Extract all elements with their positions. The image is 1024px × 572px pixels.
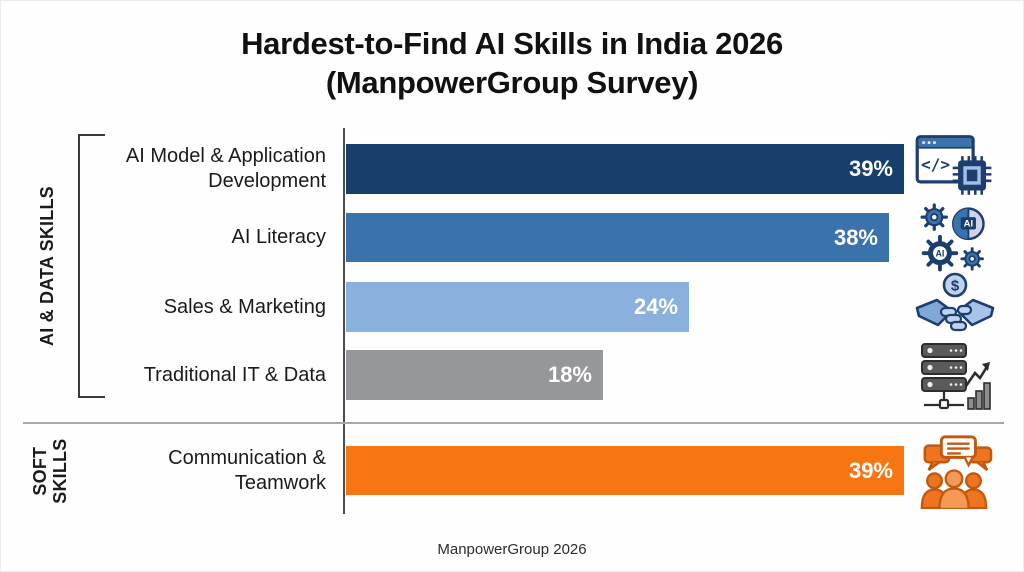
bar-value-label: 18% — [547, 362, 592, 387]
chart-title-line2: (ManpowerGroup Survey) — [325, 64, 699, 100]
category-label: Sales & Marketing — [163, 295, 326, 318]
category-label: Communication & Teamwork — [168, 446, 326, 494]
source-label: ManpowerGroup 2026 — [437, 541, 587, 558]
teamwork-chat-icon — [909, 432, 999, 510]
bar: 39% — [346, 446, 904, 495]
group-label-soft-skills: SOFT SKILLS — [15, 429, 85, 513]
bar-value-label: 24% — [633, 294, 678, 319]
bar-value-label: 39% — [848, 457, 893, 483]
bar: 18% — [346, 350, 603, 400]
svg-text:AI: AI — [935, 248, 944, 258]
section-divider-line — [23, 422, 1004, 424]
sales-handshake-icon: $ — [911, 270, 999, 344]
bar-value-label: 39% — [848, 156, 893, 181]
bar-row: Communication & Teamwork 39% — [91, 446, 904, 495]
group-label-ai-data-skills: AI & DATA SKILLS — [25, 134, 69, 398]
chart-title-line1: Hardest-to-Find AI Skills in India 2026 — [241, 26, 783, 61]
bar: 24% — [346, 282, 689, 332]
it-data-servers-icon — [911, 339, 999, 413]
bar-row: AI Model & Application Development 39% — [91, 144, 904, 194]
app-development-icon: </> — [911, 132, 1003, 206]
category-label: AI Model & Application Development — [125, 145, 326, 192]
bar-row: Traditional IT & Data 18% — [91, 350, 603, 400]
svg-text:</>: </> — [921, 155, 950, 174]
y-axis-line — [343, 128, 345, 514]
svg-text:AI: AI — [964, 219, 973, 230]
svg-text:$: $ — [951, 278, 960, 295]
bar-value-label: 38% — [833, 224, 878, 250]
category-label: AI Literacy — [231, 226, 326, 248]
bar: 38% — [346, 213, 889, 262]
category-label: Traditional IT & Data — [143, 363, 326, 386]
group-label-text: AI & DATA SKILLS — [36, 186, 57, 346]
chart-title: Hardest-to-Find AI Skills in India 2026 … — [1, 25, 1023, 103]
bar-row: Sales & Marketing 24% — [91, 282, 689, 332]
bar-row: AI Literacy 38% — [91, 213, 889, 262]
group-label-text: SOFT SKILLS — [29, 438, 70, 504]
bar: 39% — [346, 144, 904, 194]
group-bracket — [78, 134, 105, 398]
ai-gears-icon: AI AI — [915, 201, 999, 275]
